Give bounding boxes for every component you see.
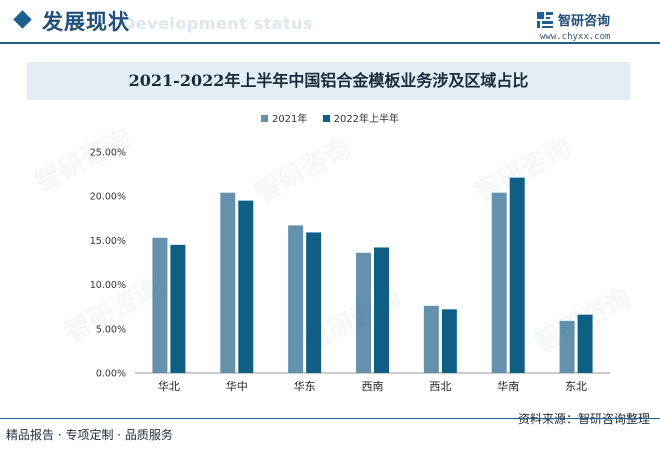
chart-title-band: 2021-2022年上半年中国铝合金模板业务涉及区域占比 [27, 62, 630, 100]
footer-divider [0, 418, 660, 419]
section-header: Development status 发展现状 智研咨询 www.chyxx.c… [0, 0, 660, 46]
bar [220, 192, 236, 373]
bar [509, 177, 525, 373]
bar [170, 244, 186, 373]
x-tick-label: 华北 [158, 379, 180, 393]
legend-swatch-2021 [260, 115, 268, 122]
y-tick-label: 0.00% [96, 369, 126, 380]
x-tick-label: 西南 [362, 380, 384, 393]
header-watermark-text: Development status [122, 14, 314, 33]
brand-logo-block: 智研咨询 www.chyxx.com [536, 9, 646, 43]
y-tick-label: 5.00% [96, 324, 126, 335]
chart-legend: 2021年 2022年上半年 [0, 110, 660, 125]
y-tick-label: 20.00% [90, 192, 126, 203]
bar [306, 232, 322, 373]
x-tick-label: 华中 [226, 379, 248, 393]
brand-url: www.chyxx.com [540, 32, 611, 42]
bar [423, 305, 439, 373]
bar [288, 225, 304, 373]
bar [491, 192, 507, 373]
y-tick-label: 25.00% [90, 148, 126, 159]
bar [374, 247, 389, 373]
bar [441, 309, 457, 373]
legend-item-2022h1: 2022年上半年 [322, 110, 400, 125]
bar [577, 314, 593, 373]
x-tick-label: 华东 [294, 379, 316, 393]
y-tick-label: 10.00% [90, 280, 126, 291]
section-title: 发展现状 [42, 10, 130, 34]
bar [152, 237, 168, 373]
brand-name: 智研咨询 [558, 14, 611, 29]
legend-label-2021: 2021年 [271, 114, 308, 125]
legend-label-2022h1: 2022年上半年 [333, 114, 400, 125]
y-tick-label: 15.00% [90, 236, 126, 247]
bar [559, 320, 575, 373]
chart-title: 2021-2022年上半年中国铝合金模板业务涉及区域占比 [128, 71, 529, 90]
header-divider [0, 42, 660, 44]
legend-item-2021: 2021年 [260, 110, 308, 125]
x-tick-label: 华南 [497, 379, 519, 393]
source-note: 资料来源：智研咨询整理 [517, 412, 650, 426]
bar [238, 200, 254, 373]
x-tick-label: 西北 [429, 380, 451, 393]
bar [356, 252, 371, 373]
legend-swatch-2022h1 [322, 115, 330, 122]
brand-logo-icon [537, 12, 553, 28]
x-tick-label: 东北 [565, 380, 587, 393]
footer-slogan: 精品报告 · 专项定制 · 品质服务 [6, 428, 173, 442]
